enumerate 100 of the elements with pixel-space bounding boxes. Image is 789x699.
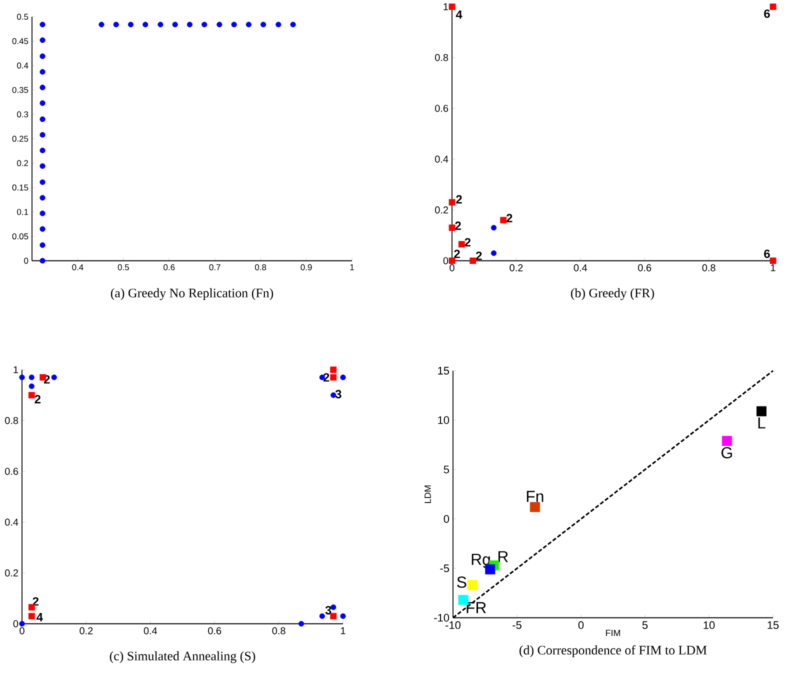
text: (b) Greedy (FR) (570, 288, 654, 300)
y-tick-label: 0.45 (12, 38, 28, 44)
annotation: 4 (36, 613, 43, 622)
point (216, 22, 222, 28)
series-label: Fn (526, 491, 544, 502)
x-tick-label: 0.7 (209, 264, 220, 270)
point (448, 199, 456, 206)
point (28, 613, 35, 620)
point (142, 22, 148, 28)
point (40, 180, 46, 186)
y-tick-label: 0 (444, 515, 450, 523)
point (28, 374, 34, 380)
y-tick-label: 5 (444, 466, 450, 474)
series-label: S (457, 576, 466, 588)
point (40, 69, 46, 75)
x-tick-label: 0 (578, 621, 584, 630)
y-tick-label: 0 (24, 258, 28, 264)
x-tick-label: 1 (771, 264, 776, 272)
x-tick-label: -5 (512, 621, 522, 630)
x-tick-label: 1 (350, 264, 354, 270)
x-tick-label: 0 (450, 264, 454, 272)
point (19, 374, 25, 380)
point (330, 374, 337, 381)
point (290, 22, 296, 28)
point (40, 258, 46, 264)
point (340, 374, 346, 380)
point (467, 580, 478, 590)
point (172, 22, 178, 28)
point (51, 374, 57, 380)
point (298, 621, 304, 627)
annotation: 6 (764, 10, 770, 18)
point (458, 241, 465, 248)
text: (c) Simulated Annealing (S) (110, 651, 256, 664)
series-label: G (722, 447, 732, 459)
point (490, 225, 497, 231)
x-tick-label: 15 (768, 621, 779, 630)
point (113, 22, 119, 28)
annotation: 4 (456, 10, 462, 19)
y-tick-label: -5 (440, 564, 450, 572)
x-tick-label: 5 (642, 621, 648, 630)
point (231, 22, 237, 28)
x-tick-label: 0.5 (118, 264, 129, 270)
annotation: 3 (325, 606, 332, 615)
point (158, 22, 164, 28)
x-tick-label: 0.2 (80, 627, 93, 634)
y-axis-title: LDM (424, 486, 431, 504)
point (260, 22, 266, 28)
point (40, 195, 46, 201)
y-tick-label: 0.2 (5, 570, 18, 577)
y-tick-label: 15 (438, 367, 450, 375)
point (128, 22, 134, 28)
point (490, 250, 497, 256)
point (40, 84, 46, 90)
x-tick-label: 0.4 (72, 264, 84, 270)
point (330, 366, 337, 374)
x-tick-label: 0.4 (574, 264, 588, 272)
y-tick-label: 0.15 (12, 184, 28, 191)
point (40, 226, 46, 232)
x-tick-label: 0.8 (702, 264, 716, 272)
y-tick-label: 0.2 (17, 160, 28, 166)
x-tick-label: 0.8 (272, 627, 286, 634)
y-tick-label: 0 (443, 257, 448, 264)
point (246, 22, 252, 28)
point (770, 4, 776, 10)
y-tick-label: 0.1 (17, 209, 28, 216)
point (186, 22, 193, 28)
point (28, 392, 35, 398)
point (756, 406, 766, 416)
point (40, 54, 46, 60)
point (98, 22, 104, 28)
point (40, 148, 46, 154)
x-tick-label: 10 (704, 621, 715, 630)
point (40, 242, 46, 248)
point (448, 258, 456, 264)
y-tick-label: 0.8 (435, 54, 448, 62)
x-tick-label: 0.2 (510, 264, 523, 272)
annotation: 6 (764, 250, 770, 258)
y-tick-label: 0.05 (12, 233, 28, 240)
y-tick-label: 0.4 (435, 156, 448, 163)
y-tick-label: 0.35 (12, 87, 28, 94)
y-tick-label: 0.4 (17, 62, 28, 69)
point (330, 613, 337, 620)
point (28, 384, 34, 390)
point (722, 436, 732, 446)
annotation: 2 (456, 195, 462, 204)
point (40, 132, 46, 138)
y-tick-label: 0.3 (17, 111, 28, 118)
point (40, 37, 46, 44)
point (40, 100, 46, 106)
y-tick-label: 10 (438, 416, 450, 424)
point (202, 22, 208, 28)
point (40, 163, 46, 169)
y-tick-label: 0.8 (5, 417, 18, 424)
series-label: R (498, 551, 508, 562)
y-tick-label: -10 (434, 614, 450, 622)
x-tick-label: 0.6 (164, 264, 175, 270)
point (770, 258, 776, 264)
x-axis-title: FIM (606, 630, 620, 636)
x-tick-label: 0.8 (255, 264, 266, 270)
point (500, 217, 507, 224)
